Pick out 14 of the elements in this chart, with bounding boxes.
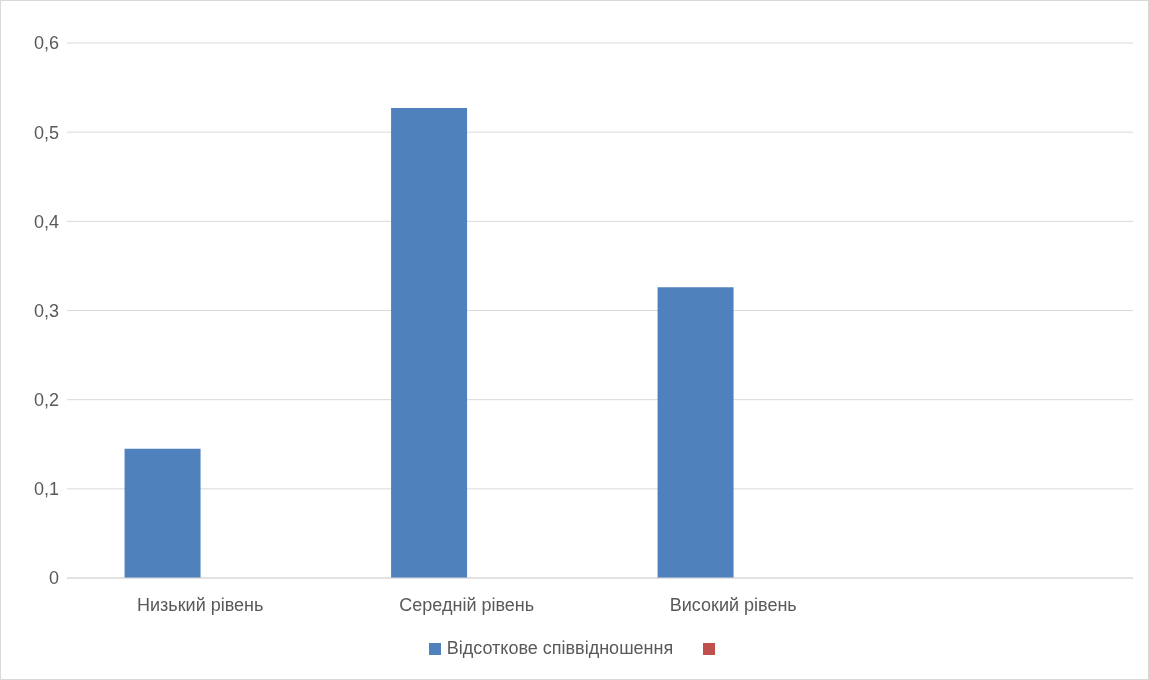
- y-tick-label: 0,6: [33, 33, 59, 54]
- y-tick-label: 0,3: [33, 300, 59, 321]
- y-tick-label: 0,5: [33, 122, 59, 143]
- x-tick-label: Низький рівень: [137, 594, 264, 615]
- bar: [391, 108, 468, 578]
- y-tick-label: 0,1: [33, 479, 59, 500]
- x-tick-label: Середній рівень: [399, 594, 535, 615]
- y-tick-label: 0,2: [33, 390, 59, 411]
- x-tick-label: Високий рівень: [669, 594, 797, 615]
- y-tick-label: 0: [48, 568, 59, 589]
- bar: [657, 287, 734, 578]
- legend-label: Відсоткове співвідношення: [446, 638, 674, 659]
- bar: [124, 448, 201, 578]
- y-tick-label: 0,4: [33, 211, 59, 232]
